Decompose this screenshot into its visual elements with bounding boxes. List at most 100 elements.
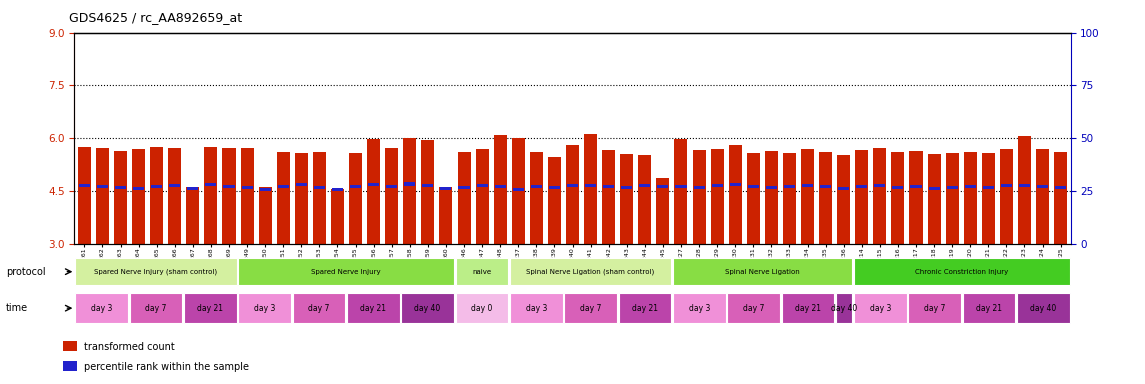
Text: day 21: day 21 — [632, 304, 658, 313]
Bar — [76, 293, 128, 323]
Bar — [855, 149, 868, 244]
Bar — [184, 293, 237, 323]
Bar — [964, 152, 977, 244]
Bar — [259, 187, 271, 244]
Text: transformed count: transformed count — [84, 342, 174, 352]
Bar — [838, 187, 850, 190]
Bar — [238, 258, 453, 285]
Text: day 3: day 3 — [90, 304, 112, 313]
Bar — [295, 183, 307, 186]
Bar — [820, 185, 831, 189]
Bar — [584, 134, 597, 244]
Bar — [965, 185, 976, 189]
Bar — [837, 155, 851, 244]
Text: Spared Nerve Injury: Spared Nerve Injury — [311, 269, 381, 275]
Bar — [1017, 293, 1069, 323]
Bar — [168, 148, 181, 244]
Bar — [205, 183, 216, 186]
Bar — [223, 185, 235, 189]
Bar — [657, 185, 669, 189]
Bar — [423, 184, 434, 187]
Text: day 3: day 3 — [254, 304, 275, 313]
Bar — [874, 148, 886, 244]
Bar — [314, 186, 325, 189]
Bar — [802, 149, 814, 244]
Text: day 0: day 0 — [472, 304, 492, 313]
Bar — [727, 293, 780, 323]
Bar — [513, 188, 523, 191]
Bar — [402, 293, 453, 323]
Bar — [132, 149, 145, 244]
Text: day 3: day 3 — [526, 304, 547, 313]
Bar — [766, 186, 777, 189]
Text: day 7: day 7 — [145, 304, 167, 313]
Bar — [294, 153, 308, 244]
Bar — [622, 186, 632, 189]
Bar — [711, 149, 724, 244]
Bar — [929, 187, 940, 190]
Bar — [567, 184, 578, 187]
Bar — [495, 185, 506, 189]
Text: day 40: day 40 — [1030, 304, 1057, 313]
Text: percentile rank within the sample: percentile rank within the sample — [84, 362, 248, 372]
Bar — [458, 152, 471, 244]
Bar — [242, 186, 253, 189]
Text: Spared Nerve Injury (sham control): Spared Nerve Injury (sham control) — [94, 268, 218, 275]
Bar — [510, 293, 562, 323]
Bar — [1055, 152, 1067, 244]
Bar — [639, 184, 650, 187]
Bar — [350, 185, 361, 189]
Text: day 7: day 7 — [743, 304, 765, 313]
Bar — [385, 148, 398, 244]
Bar — [585, 184, 597, 187]
Bar — [277, 152, 290, 244]
Text: protocol: protocol — [6, 266, 46, 277]
Bar — [819, 152, 832, 244]
Bar — [386, 185, 397, 189]
Bar — [278, 185, 289, 189]
Bar — [169, 184, 180, 187]
Bar — [188, 187, 198, 190]
Bar — [618, 293, 671, 323]
Bar — [493, 135, 507, 244]
Bar — [456, 293, 508, 323]
Bar — [222, 148, 236, 244]
Bar — [564, 293, 617, 323]
Bar — [96, 148, 109, 244]
Bar — [331, 189, 344, 244]
Bar — [79, 184, 90, 187]
Bar — [603, 185, 614, 189]
Bar — [854, 258, 1069, 285]
Text: day 7: day 7 — [579, 304, 601, 313]
Bar — [673, 258, 852, 285]
Bar — [510, 258, 671, 285]
Bar — [748, 185, 759, 189]
Bar — [240, 148, 253, 244]
Bar — [947, 186, 957, 189]
Bar — [892, 152, 905, 244]
Bar — [476, 184, 488, 187]
Text: time: time — [6, 303, 27, 313]
Bar — [711, 184, 722, 187]
Bar — [694, 186, 704, 189]
Bar — [530, 152, 543, 244]
Bar — [963, 293, 1016, 323]
Bar — [836, 293, 852, 323]
Bar — [856, 185, 867, 189]
Bar — [260, 188, 270, 191]
Bar — [368, 183, 379, 186]
Text: Chronic Constriction Injury: Chronic Constriction Injury — [915, 269, 1009, 275]
Bar — [458, 186, 469, 189]
Bar — [1055, 186, 1066, 189]
Bar — [782, 293, 835, 323]
Bar — [78, 147, 90, 244]
Bar — [421, 140, 434, 244]
Bar — [981, 153, 995, 244]
Text: day 3: day 3 — [870, 304, 891, 313]
Bar — [293, 293, 345, 323]
Bar — [548, 157, 561, 244]
Bar — [854, 293, 907, 323]
Bar — [205, 147, 218, 244]
Bar — [783, 153, 796, 244]
Bar — [150, 147, 164, 244]
